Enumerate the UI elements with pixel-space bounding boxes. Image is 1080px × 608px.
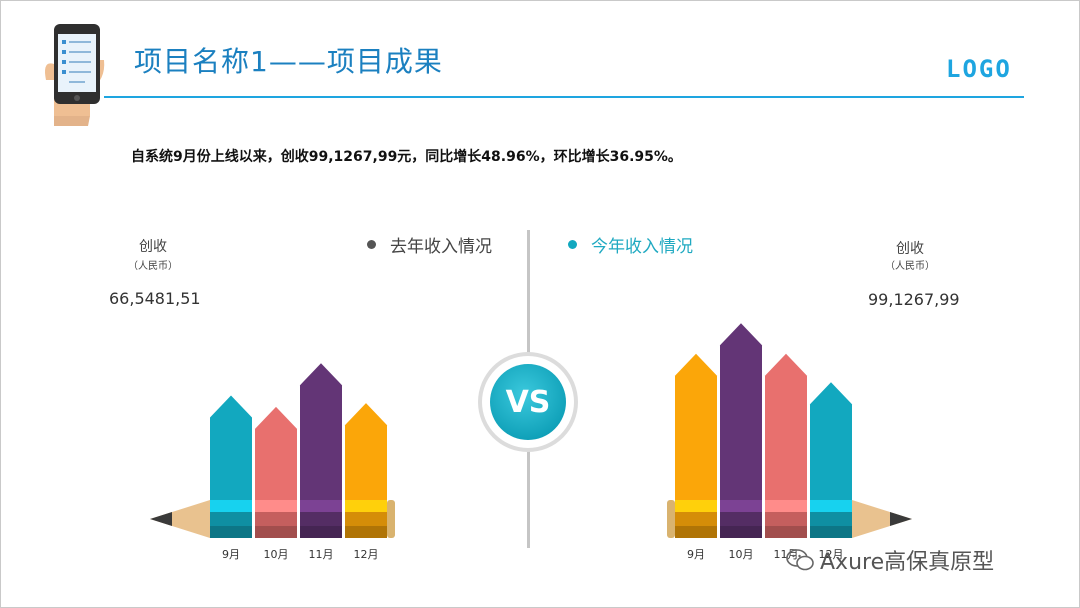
pencil-band-mid	[300, 512, 342, 526]
pencil-band-top	[210, 500, 252, 512]
left-metric-value: 66,5481,51	[109, 289, 201, 308]
tick-label-10月: 10月	[729, 548, 754, 561]
legend-this-year: 今年收入情况	[568, 232, 693, 257]
legend-last-year: 去年收入情况	[367, 232, 492, 257]
pencil-tip-icon	[852, 500, 912, 538]
left-metric-label: 创收	[139, 239, 167, 255]
legend-label: 今年收入情况	[591, 237, 693, 257]
bar-11月	[765, 353, 807, 538]
pencil-band-bottom	[765, 526, 807, 538]
bar-body	[210, 395, 252, 500]
vs-label: VS	[506, 385, 551, 420]
watermark-text: Axure高保真原型	[820, 550, 995, 575]
bar-9月	[210, 395, 252, 538]
right-metric-label: 创收	[896, 241, 924, 257]
pencil-band-top	[300, 500, 342, 512]
watermark: Axure高保真原型	[786, 544, 994, 576]
title-divider	[104, 96, 1024, 98]
legend-label: 去年收入情况	[390, 237, 492, 257]
pencil-band-bottom	[300, 526, 342, 538]
pencil-band-top	[675, 500, 717, 512]
right-metric-unit: （人民币）	[885, 261, 935, 272]
pencil-band-mid	[210, 512, 252, 526]
pencil-band-mid	[345, 512, 387, 526]
pencil-band-mid	[255, 512, 297, 526]
tick-label-9月: 9月	[222, 548, 240, 561]
pencil-end-cap	[387, 500, 395, 538]
legend-dot-icon	[367, 240, 376, 249]
chart-this-year: 9月 10月 11月 12月	[667, 323, 912, 561]
page-title: 项目名称1——项目成果	[134, 45, 443, 78]
pencil-tip-icon	[150, 500, 210, 538]
pencil-band-mid	[810, 512, 852, 526]
bar-body	[300, 363, 342, 500]
pencil-band-mid	[675, 512, 717, 526]
bar-11月	[300, 363, 342, 538]
bar-10月	[720, 323, 762, 538]
pencil-band-top	[345, 500, 387, 512]
bar-10月	[255, 406, 297, 538]
pencil-band-top	[765, 500, 807, 512]
pencil-band-mid	[720, 512, 762, 526]
left-metric-unit: （人民币）	[128, 261, 178, 272]
pencil-band-bottom	[345, 526, 387, 538]
logo: LOGO	[946, 55, 1012, 83]
pencil-band-bottom	[255, 526, 297, 538]
bar-12月	[345, 403, 387, 538]
bar-body	[345, 403, 387, 500]
tick-label-11月: 11月	[309, 548, 334, 561]
tick-label-10月: 10月	[264, 548, 289, 561]
bar-12月	[810, 382, 852, 538]
pencil-band-bottom	[210, 526, 252, 538]
bar-body	[255, 406, 297, 500]
phone-in-hand-icon	[45, 24, 105, 126]
vs-badge: VS	[478, 352, 578, 452]
summary-text: 自系统9月份上线以来，创收99,1267,99元，同比增长48.96%，环比增长…	[131, 149, 682, 165]
bar-body	[675, 353, 717, 500]
chart-last-year: 9月 10月 11月 12月	[150, 363, 395, 561]
bar-body	[720, 323, 762, 500]
legend-dot-icon	[568, 240, 577, 249]
pencil-band-top	[255, 500, 297, 512]
pencil-band-mid	[765, 512, 807, 526]
bar-9月	[675, 353, 717, 538]
pencil-band-top	[720, 500, 762, 512]
tick-label-12月: 12月	[354, 548, 379, 561]
pencil-band-bottom	[810, 526, 852, 538]
pencil-band-bottom	[720, 526, 762, 538]
bar-body	[810, 382, 852, 500]
tick-label-9月: 9月	[687, 548, 705, 561]
wechat-icon	[786, 549, 814, 571]
bar-body	[765, 353, 807, 500]
pencil-band-bottom	[675, 526, 717, 538]
tick-label-12月: 12月	[819, 548, 844, 561]
right-metric-value: 99,1267,99	[868, 290, 960, 309]
pencil-band-top	[810, 500, 852, 512]
pencil-end-cap	[667, 500, 675, 538]
